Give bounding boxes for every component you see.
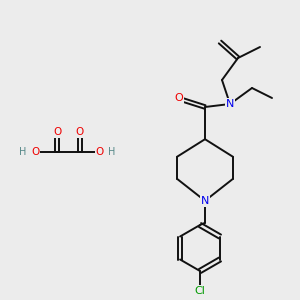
Text: N: N xyxy=(201,196,209,206)
Text: O: O xyxy=(76,127,84,137)
Text: H: H xyxy=(19,147,27,157)
Text: O: O xyxy=(175,93,183,103)
Text: H: H xyxy=(108,147,116,157)
Text: O: O xyxy=(31,147,39,157)
Text: Cl: Cl xyxy=(195,286,206,296)
Text: N: N xyxy=(226,99,234,109)
Text: O: O xyxy=(53,127,61,137)
Text: O: O xyxy=(96,147,104,157)
